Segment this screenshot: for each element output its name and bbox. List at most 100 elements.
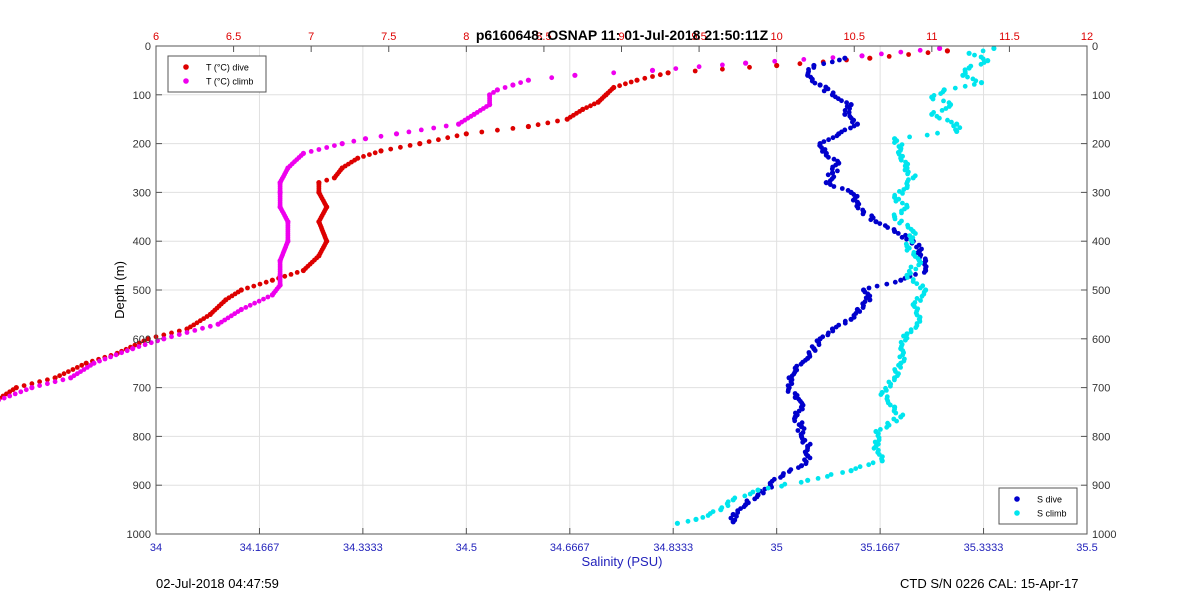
data-point (535, 122, 541, 128)
data-point (124, 348, 130, 354)
data-point (800, 439, 806, 445)
legend-label: S climb (1037, 509, 1067, 519)
data-point (966, 65, 972, 71)
data-point (848, 102, 854, 108)
data-point (747, 64, 752, 70)
data-point (247, 302, 253, 308)
data-point (137, 340, 142, 346)
data-point (332, 143, 337, 149)
data-point (878, 427, 883, 432)
data-point (921, 270, 927, 275)
data-point (919, 293, 925, 299)
data-point (718, 507, 724, 513)
data-point (148, 340, 154, 346)
data-point (130, 346, 136, 352)
y-tick-label-right: 400 (1092, 236, 1110, 248)
data-point (874, 283, 880, 289)
data-point (52, 375, 58, 381)
data-point (720, 62, 725, 68)
data-point (910, 175, 916, 181)
data-point (555, 118, 560, 124)
data-point (906, 52, 911, 57)
data-point (774, 62, 780, 69)
data-point (901, 187, 907, 192)
data-point (857, 464, 863, 470)
data-point (269, 292, 275, 298)
data-point (743, 60, 749, 66)
y-tick-label: 100 (133, 90, 151, 102)
y-tick-label: 600 (133, 334, 151, 346)
y-tick-label: 900 (133, 480, 151, 492)
data-point (884, 424, 890, 430)
data-point (720, 66, 725, 72)
data-point (456, 121, 462, 127)
data-point (887, 402, 893, 408)
y-tick-label-right: 300 (1092, 187, 1110, 199)
data-point (502, 85, 508, 90)
data-point (873, 219, 879, 225)
data-point (910, 279, 916, 284)
data-point (367, 152, 372, 158)
data-point (145, 336, 151, 342)
data-point (37, 379, 42, 385)
data-point (937, 45, 943, 52)
legend-box (998, 487, 1078, 525)
data-point (265, 294, 271, 300)
data-point (200, 325, 205, 331)
data-point (443, 123, 449, 129)
data-point (825, 86, 831, 92)
data-point (978, 61, 984, 67)
data-point (730, 519, 736, 525)
data-point (828, 472, 834, 477)
data-point (61, 371, 67, 377)
data-point (879, 51, 884, 57)
top-tick-label: 8.5 (536, 31, 551, 43)
data-point (510, 82, 516, 88)
data-point (37, 383, 42, 388)
data-point (812, 80, 818, 86)
top-tick-label: 11.5 (999, 31, 1020, 43)
data-point (564, 116, 570, 122)
data-point (257, 281, 263, 287)
data-point (792, 418, 798, 424)
data-point (952, 85, 958, 91)
data-point (892, 194, 898, 200)
data-point (811, 65, 817, 70)
data-point (898, 414, 904, 420)
data-point (741, 504, 747, 510)
data-point (825, 172, 831, 178)
top-tick-label: 12 (1081, 31, 1093, 43)
data-point (308, 149, 314, 154)
data-point (70, 367, 76, 372)
data-point (256, 298, 262, 304)
data-point (888, 383, 893, 389)
series-s_climb (674, 45, 997, 526)
data-point (797, 61, 803, 67)
data-point (176, 328, 182, 334)
data-point (892, 279, 898, 285)
data-point (765, 485, 771, 491)
x-tick-label: 35 (771, 542, 783, 554)
data-point (877, 221, 883, 227)
data-point (826, 154, 831, 160)
data-point (898, 49, 904, 55)
data-point (957, 125, 963, 131)
data-point (918, 285, 923, 291)
data-point (878, 392, 884, 397)
data-point (595, 99, 601, 105)
data-point (398, 144, 403, 150)
data-point (913, 266, 919, 272)
y-tick-label: 500 (133, 285, 151, 297)
data-point (819, 145, 824, 150)
data-point (893, 198, 899, 204)
data-point (805, 477, 811, 483)
y-axis-label: Depth (m) (112, 261, 127, 319)
data-point (945, 117, 950, 123)
data-point (730, 497, 736, 503)
data-point (879, 458, 885, 464)
data-point (876, 437, 882, 443)
data-point (798, 361, 804, 367)
x-tick-label: 35.1667 (860, 542, 900, 554)
legend-bottom-right: S dive S climb (998, 487, 1078, 525)
data-point (904, 275, 910, 280)
